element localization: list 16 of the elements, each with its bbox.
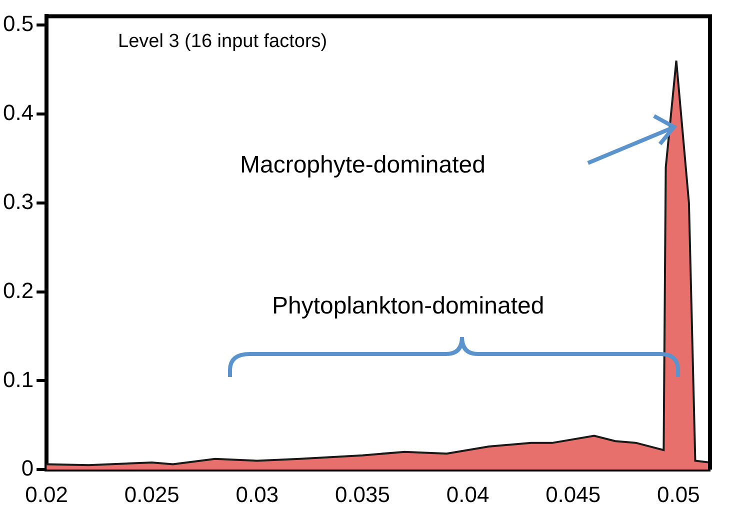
y-tick-label: 0.2 xyxy=(2,278,34,303)
x-tick-label: 0.045 xyxy=(546,482,601,507)
x-tick-label: 0.04 xyxy=(446,482,490,507)
annotation: Level 3 (16 input factors) xyxy=(118,31,328,52)
y-tick-label: 0.5 xyxy=(2,11,34,36)
y-tick-label: 0.3 xyxy=(2,188,34,214)
x-tick-label: 0.03 xyxy=(236,482,279,507)
y-tick-label: 0 xyxy=(21,456,34,481)
y-tick-label: 0.1 xyxy=(2,366,34,392)
annotation: Phytoplankton-dominated xyxy=(272,292,544,320)
y-tick-label: 0.4 xyxy=(2,100,34,126)
annotation: Macrophyte-dominated xyxy=(240,152,486,179)
x-tick-label: 0.02 xyxy=(25,482,68,507)
x-tick-label: 0.05 xyxy=(656,482,700,507)
x-tick-label: 0.035 xyxy=(334,482,390,507)
x-tick-label: 0.025 xyxy=(124,482,180,507)
